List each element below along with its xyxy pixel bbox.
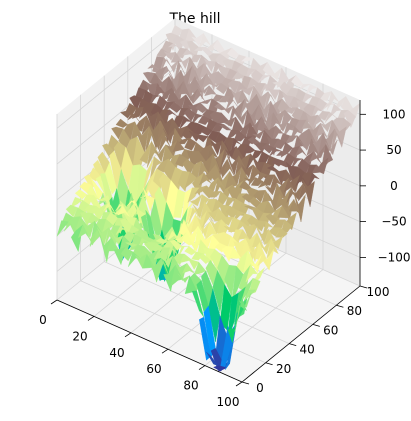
y-tick-label: 60 bbox=[323, 323, 338, 337]
y-tick-label: 40 bbox=[300, 343, 315, 357]
x-tick-label: 80 bbox=[183, 379, 198, 393]
surface-facet bbox=[257, 253, 270, 270]
y-tick-mark bbox=[312, 324, 320, 327]
x-tick-label: 40 bbox=[109, 346, 124, 360]
gridline-y-floor bbox=[80, 280, 266, 364]
x-tick-mark bbox=[87, 316, 95, 321]
z-tick-label: −100 bbox=[378, 250, 411, 264]
surface-facet bbox=[307, 172, 320, 190]
z-tick-label: −50 bbox=[381, 215, 406, 229]
surface-facet bbox=[270, 235, 284, 250]
y-tick-label: 20 bbox=[276, 362, 291, 376]
x-tick-mark bbox=[124, 332, 132, 338]
x-tick-mark bbox=[50, 299, 58, 305]
y-tick-mark bbox=[359, 285, 368, 289]
y-tick-label: 80 bbox=[347, 304, 362, 318]
x-tick-label: 0 bbox=[39, 313, 47, 327]
z-tick-label: 0 bbox=[390, 179, 398, 193]
surface-facet bbox=[302, 179, 315, 207]
gridline-z-left bbox=[56, 31, 176, 129]
y-tick-label: 0 bbox=[256, 381, 264, 395]
surface-facet bbox=[311, 164, 325, 174]
surface-facet bbox=[261, 249, 274, 271]
x-tick-label: 100 bbox=[217, 395, 240, 409]
y-axis-ticks: 0 20 40 60 80 100 bbox=[241, 285, 390, 395]
surface-facet bbox=[289, 198, 302, 215]
y-tick-mark bbox=[241, 381, 250, 385]
x-tick-mark bbox=[235, 381, 243, 387]
axis-lines bbox=[56, 100, 361, 383]
y-tick-label: 100 bbox=[367, 285, 390, 299]
x-tick-mark bbox=[161, 348, 169, 354]
surface-facet bbox=[234, 297, 247, 332]
x-tick-mark bbox=[198, 365, 206, 370]
x-axis-ticks: 0 20 40 60 80 100 bbox=[39, 299, 243, 409]
z-tick-label: 100 bbox=[383, 107, 406, 121]
y-axis-line bbox=[241, 285, 361, 383]
surface-facet bbox=[325, 139, 338, 156]
y-tick-mark bbox=[289, 343, 297, 346]
surface-plot bbox=[56, 24, 361, 372]
surface-facet bbox=[334, 126, 347, 148]
z-axis-ticks: −100 −50 0 50 100 bbox=[360, 107, 410, 264]
x-tick-label: 60 bbox=[146, 362, 161, 376]
x-tick-label: 20 bbox=[72, 329, 87, 343]
surface-facet bbox=[275, 227, 288, 238]
z-tick-label: 50 bbox=[386, 143, 401, 157]
x-axis-line bbox=[56, 299, 243, 383]
y-tick-mark bbox=[265, 362, 273, 366]
surface-facet bbox=[330, 128, 342, 157]
y-tick-mark bbox=[336, 304, 344, 308]
surface-facet bbox=[298, 183, 311, 202]
